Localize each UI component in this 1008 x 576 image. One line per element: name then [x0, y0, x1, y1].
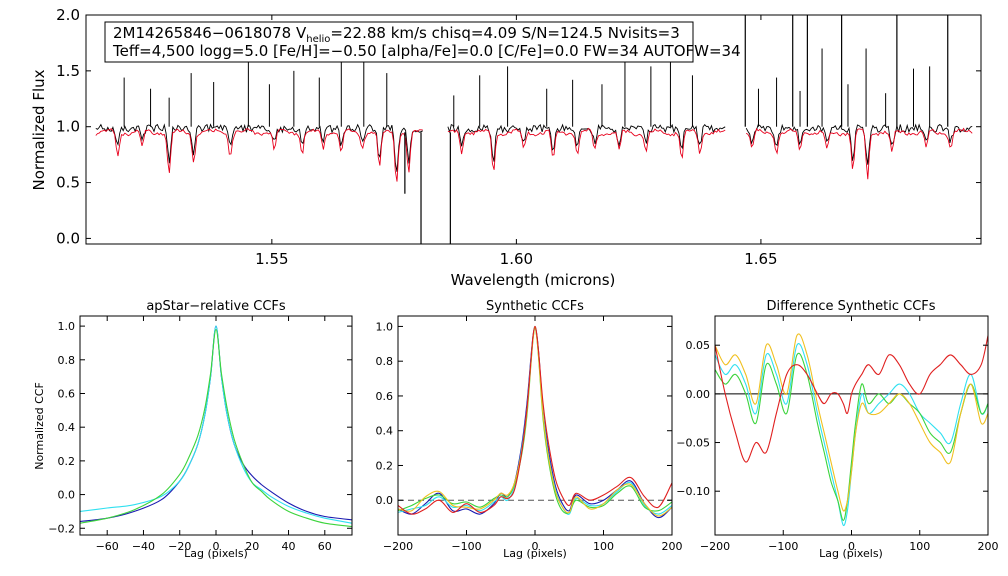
- y-tick-label: 0.0: [56, 229, 80, 247]
- x-tick-label: −60: [96, 540, 119, 553]
- synthetic-ccf-plot-area: [398, 325, 672, 519]
- x-tick-label: 200: [978, 540, 999, 553]
- apstar-ccf-axes-frame: [79, 315, 353, 536]
- observed-spectrum-line: [745, 123, 973, 165]
- y-tick-label: −0.2: [48, 522, 75, 535]
- x-tick-label: −100: [451, 540, 481, 553]
- y-tick-label: 0.6: [376, 390, 394, 403]
- star-info-box: [104, 21, 694, 63]
- apstar-ccf-plot-area: [80, 325, 352, 528]
- y-tick-label: 2.0: [56, 6, 80, 24]
- spectrum-ticks: 1.55 1.60 1.65 0.0 0.5 1.0 1.5 2.0: [56, 6, 981, 268]
- apstar-ccf-visit-2-line: [80, 325, 352, 524]
- difference-ccf-axes-frame: [714, 315, 989, 536]
- x-tick-label: 100: [593, 540, 614, 553]
- apstar-ccf-title: apStar−relative CCFs: [146, 299, 286, 314]
- synthetic-ccf-visit-5-line: [398, 325, 672, 515]
- model-spectrum-line: [95, 128, 423, 182]
- model-spectrum-line: [745, 127, 973, 180]
- x-tick-label: 1.65: [744, 250, 777, 268]
- y-tick-label: 0.6: [58, 387, 76, 400]
- x-tick-label: 0: [213, 540, 220, 553]
- difference-ccf-plot-area: [715, 333, 988, 527]
- x-tick-label: 60: [318, 540, 332, 553]
- model-spectrum-line: [447, 127, 726, 170]
- x-tick-label: −200: [700, 540, 730, 553]
- synthetic-ccf-visit-4-line: [398, 325, 672, 517]
- x-tick-label: −200: [383, 540, 413, 553]
- x-tick-label: 0: [848, 540, 855, 553]
- y-tick-label: 0.0: [58, 489, 76, 502]
- difference-ccf-x-axis-title: Lag (pixels): [819, 547, 883, 560]
- spectrum-panel: 1.55 1.60 1.65 0.0 0.5 1.0 1.5 2.0 2M14265846−0…: [30, 6, 982, 289]
- y-tick-label: −0.05: [676, 437, 710, 450]
- y-tick-label: 0.4: [376, 425, 394, 438]
- apstar-ccf-visit-1-line: [80, 325, 352, 523]
- synthetic-ccf-visit-3-line: [398, 327, 672, 514]
- apstar-ccf-x-axis-title: Lag (pixels): [184, 547, 248, 560]
- apstar-ccf-ticks: −60 −40 −20 0 20 40 60 −0.2 0.0 0.2 0.4 0.6 0.8 1.0: [48, 316, 352, 553]
- y-tick-label: 0.8: [376, 355, 394, 368]
- x-tick-label: 40: [282, 540, 296, 553]
- difference-ccf-visit-3-line: [715, 333, 988, 512]
- y-tick-label: 0.8: [58, 354, 76, 367]
- spectrum-x-axis-title: Wavelength (microns): [451, 271, 616, 289]
- difference-ccf-panel: Difference Synthetic CCFs −200 −100 0 100 20…: [676, 299, 998, 560]
- apstar-ccf-visit-3-line: [80, 328, 352, 528]
- apstar-ccf-y-axis-title: Normalized CCF: [33, 382, 46, 470]
- synthetic-ccf-visit-1-line: [398, 325, 672, 519]
- y-tick-label: 0.05: [686, 339, 711, 352]
- x-tick-label: 1.55: [255, 250, 288, 268]
- difference-ccf-title: Difference Synthetic CCFs: [766, 299, 935, 314]
- y-tick-label: −0.10: [676, 485, 710, 498]
- observed-spectrum-line: [447, 123, 726, 162]
- difference-ccf-visit-2-line: [715, 352, 988, 521]
- synthetic-ccf-axes-frame: [397, 315, 673, 536]
- synthetic-ccf-panel: Synthetic CCFs −200 −100 0 100 200 0.0 0.2 0.4 0…: [376, 299, 683, 560]
- x-tick-label: 20: [245, 540, 259, 553]
- y-tick-label: 1.0: [376, 320, 394, 333]
- synthetic-ccf-x-axis-title: Lag (pixels): [503, 547, 567, 560]
- spectrum-axes-frame: [85, 14, 982, 245]
- y-tick-label: 1.0: [58, 320, 76, 333]
- apstar-ccf-panel: apStar−relative CCFs −60 −40 −20 0 20 40 60 −0.…: [33, 299, 353, 560]
- y-tick-label: 0.2: [376, 459, 394, 472]
- spectrum-y-axis-title: Normalized Flux: [30, 69, 48, 190]
- difference-ccf-visit-1-line: [715, 343, 988, 527]
- x-tick-label: −20: [168, 540, 191, 553]
- y-tick-label: 1.5: [56, 62, 80, 80]
- y-tick-label: 0.2: [58, 455, 76, 468]
- y-tick-label: 0.4: [58, 421, 76, 434]
- y-tick-label: 1.0: [56, 118, 80, 136]
- y-tick-label: 0.0: [376, 494, 394, 507]
- spectrum-plot-area: [95, 15, 973, 244]
- x-tick-label: 1.60: [500, 250, 533, 268]
- difference-ccf-ticks: −200 −100 0 100 200 −0.10 −0.05 0.00 0.05: [676, 316, 999, 553]
- x-tick-label: −40: [132, 540, 155, 553]
- synthetic-ccf-ticks: −200 −100 0 100 200 0.0 0.2 0.4 0.6 0.8 1.0: [376, 316, 683, 553]
- y-tick-label: 0.5: [56, 174, 80, 192]
- star-info-line-2: Teff=4,500 logg=5.0 [Fe/H]=−0.50 [alpha/…: [112, 42, 741, 60]
- y-tick-label: 0.00: [686, 388, 711, 401]
- synthetic-ccf-title: Synthetic CCFs: [486, 299, 584, 314]
- x-tick-label: 0: [532, 540, 539, 553]
- x-tick-label: 100: [909, 540, 930, 553]
- x-tick-label: −100: [768, 540, 798, 553]
- star-info-line-1: 2M14265846−0618078 Vhelio=22.88 km/s chi…: [113, 24, 680, 45]
- x-tick-label: 200: [662, 540, 683, 553]
- difference-ccf-visit-4-line: [715, 335, 988, 463]
